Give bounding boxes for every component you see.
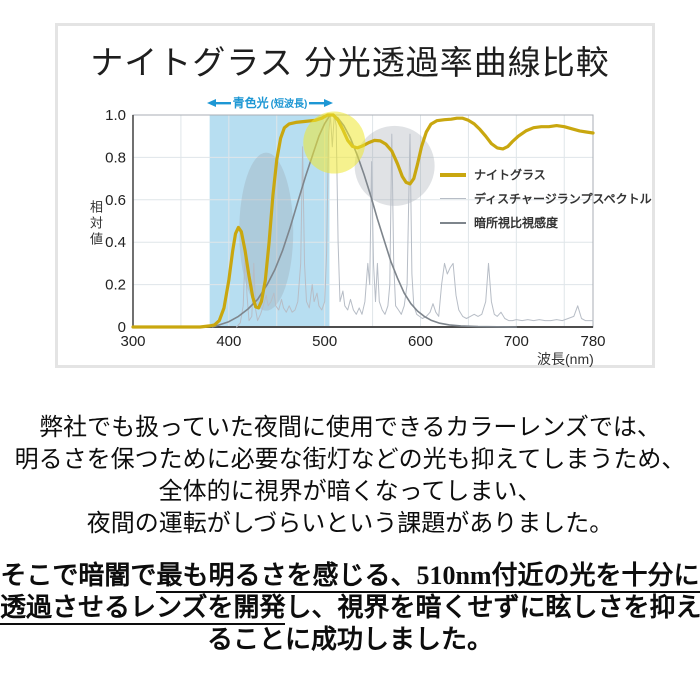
y-axis-title: 相対値 — [88, 200, 103, 248]
legend-item-nightglass: ナイトグラス — [440, 167, 652, 182]
y-tick-label: 0.6 — [105, 192, 126, 209]
nightglass-line-swatch — [440, 172, 466, 177]
underlined-text-segment: 透過させるレンズを開発 — [0, 593, 286, 625]
text-segment: そこで暗闇で — [0, 561, 157, 590]
arrow-left-icon — [206, 98, 231, 107]
x-tick-label: 700 — [504, 333, 529, 350]
gray-circle-highlight — [354, 125, 435, 206]
y-tick-label: 0.2 — [105, 277, 126, 294]
blue-light-label-sub: (短波長) — [270, 99, 308, 110]
x-tick-label: 780 — [580, 333, 605, 350]
y-tick-label: 0.4 — [105, 234, 126, 251]
paragraph-line: 透過させるレンズを開発し、視界を暗くせずに眩しさを抑え — [0, 592, 700, 625]
legend-item-scotopic: 暗所視比視感度 — [440, 215, 652, 230]
description-paragraph: 弊社でも扱っていた夜間に使用できるカラーレンズでは、 明るさを保つために必要な街… — [0, 412, 700, 540]
paragraph-line: 夜間の運転がしづらいという課題がありました。 — [86, 511, 614, 537]
yellow-circle-highlight — [303, 111, 366, 174]
nightglass-curve — [131, 113, 595, 329]
gray-ellipse-highlight — [239, 152, 294, 311]
y-tick-label: 0 — [118, 319, 126, 336]
discharge-lamp-curve — [236, 114, 594, 328]
discharge-lamp-line-swatch — [440, 198, 466, 199]
legend-item-discharge-lamp: ディスチャージランプスペクトル — [440, 191, 652, 206]
x-axis-title: 波長(nm) — [537, 351, 594, 367]
paragraph-line: 弊社でも扱っていた夜間に使用できるカラーレンズでは、 — [39, 415, 661, 441]
solution-paragraph: そこで暗闇で最も明るさを感じる、510nm付近の光を十分に 透過させるレンズを開… — [0, 560, 700, 656]
x-tick-label: 500 — [312, 333, 337, 350]
y-tick-label: 1.0 — [105, 107, 126, 124]
y-tick-label: 0.8 — [105, 149, 126, 166]
blue-light-label-text: 青色光 — [232, 96, 269, 110]
paragraph-line: 全体的に視界が暗くなってしまい、 — [158, 479, 542, 505]
underlined-text-segment: 最も明るさを感じる、510nm付近の光を十分に — [156, 561, 700, 593]
legend-label: ナイトグラス — [474, 168, 546, 182]
arrow-right-icon — [309, 98, 334, 107]
x-tick-label: 300 — [120, 333, 145, 350]
paragraph-line: 明るさを保つために必要な街灯などの光も抑えてしまうため、 — [14, 447, 686, 473]
x-tick-label: 600 — [408, 333, 433, 350]
chart-card — [55, 23, 655, 368]
chart-title: ナイトグラス 分光透過率曲線比較 — [90, 44, 610, 81]
scotopic-line-swatch — [440, 221, 466, 224]
x-tick-label: 400 — [216, 333, 241, 350]
blue-light-range-label: 青色光 (短波長) — [203, 95, 337, 110]
paragraph-line: そこで暗闇で最も明るさを感じる、510nm付近の光を十分に — [0, 560, 700, 593]
legend-label: ディスチャージランプスペクトル — [474, 192, 652, 206]
paragraph-line: ることに成功しました。 — [206, 625, 493, 654]
chart-legend: ナイトグラス ディスチャージランプスペクトル 暗所視比視感度 — [440, 167, 652, 230]
legend-label: 暗所視比視感度 — [474, 216, 559, 230]
text-segment: し、視界を暗くせずに眩しさを抑え — [285, 593, 700, 622]
